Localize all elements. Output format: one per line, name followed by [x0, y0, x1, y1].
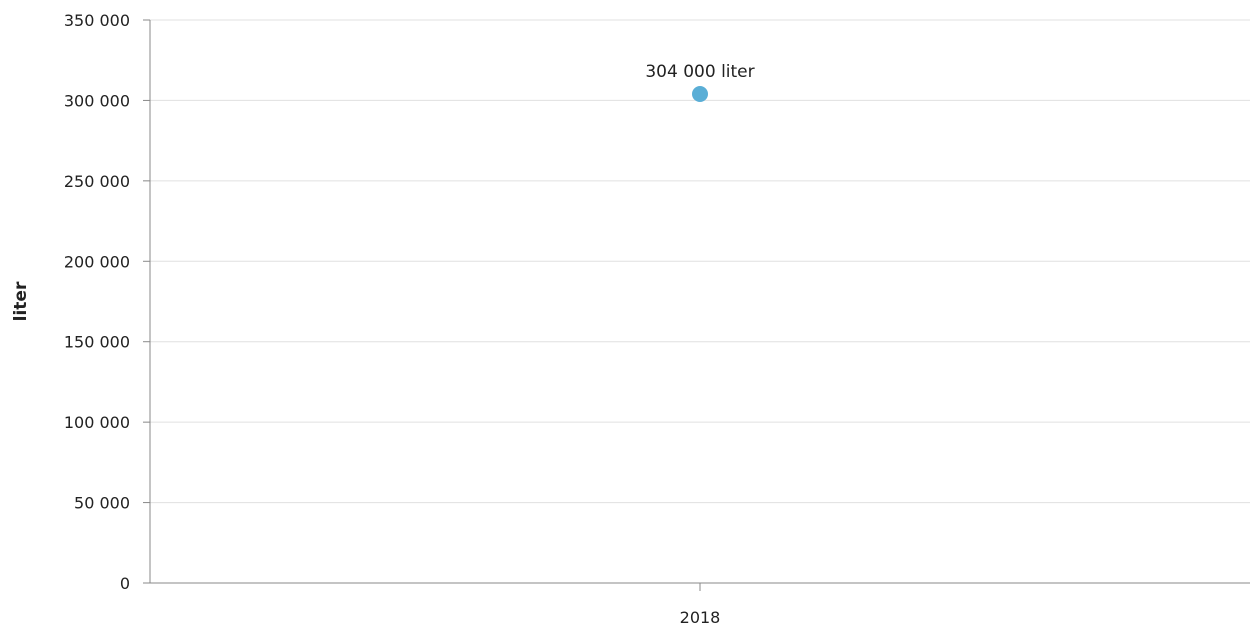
y-tick-label: 50 000 — [74, 494, 130, 513]
y-tick-label: 200 000 — [64, 252, 130, 271]
axes — [149, 20, 1250, 584]
y-tick-label: 250 000 — [64, 172, 130, 191]
data-label: 304 000 liter — [645, 62, 754, 82]
x-tick-labels: 2018 — [680, 583, 721, 627]
y-tick-label: 300 000 — [64, 91, 130, 110]
x-tick-label: 2018 — [680, 608, 721, 624]
data-points: 304 000 liter — [645, 62, 755, 102]
y-tick-labels: 0 50 000 100 000 150 000 200 000 250 000 300 0… — [64, 11, 130, 593]
y-tick-label: 150 000 — [64, 333, 130, 352]
y-tick-label: 350 000 — [64, 11, 130, 30]
y-tick-label: 100 000 — [64, 413, 130, 432]
y-tick-label: 0 — [120, 574, 130, 593]
grid-lines — [143, 19, 1250, 584]
y-axis-title: liter — [11, 281, 31, 321]
data-point — [692, 85, 708, 102]
